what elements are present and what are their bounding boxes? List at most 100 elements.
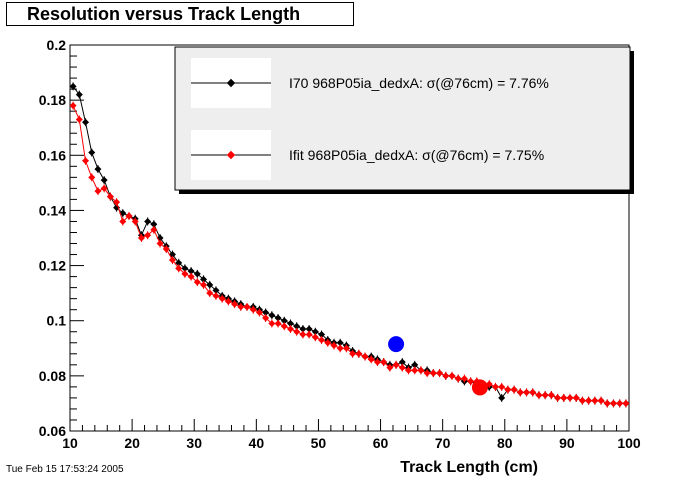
x-tick-label: 60 [373, 435, 389, 451]
data-point [535, 391, 543, 399]
data-point [224, 297, 232, 305]
timestamp: Tue Feb 15 17:53:24 2005 [6, 464, 124, 475]
data-point [125, 212, 133, 220]
data-point [454, 375, 462, 383]
data-point [398, 358, 406, 366]
data-point [460, 375, 468, 383]
x-tick-label: 90 [559, 435, 575, 451]
data-point [405, 366, 413, 374]
data-point [274, 319, 282, 327]
data-point [467, 377, 475, 385]
highlight-point [471, 379, 488, 396]
data-point [181, 270, 189, 278]
data-point [355, 350, 363, 358]
data-point [361, 353, 369, 361]
data-point [168, 256, 176, 264]
data-point [212, 292, 220, 300]
data-point [137, 234, 145, 242]
data-point [82, 118, 90, 126]
x-tick-label: 80 [497, 435, 513, 451]
y-tick-label: 0.14 [39, 202, 66, 218]
data-point [286, 325, 294, 333]
data-point [373, 358, 381, 366]
data-point [69, 82, 77, 90]
data-point [491, 383, 499, 391]
data-point [411, 361, 419, 369]
x-tick-label: 30 [186, 435, 202, 451]
data-point [162, 245, 170, 253]
data-point [622, 399, 630, 407]
data-point [88, 173, 96, 181]
data-point [88, 149, 96, 157]
y-tick-label: 0.2 [47, 37, 67, 53]
axes: 10 20 30 40 50 60 70 80 90 100 0.06 0.08 0.1 0.12 0.14… [39, 37, 641, 451]
data-point [349, 350, 357, 358]
legend: I70 968P05ia_dedxA: σ(@76cm) = 7.76% Ifi… [174, 46, 634, 194]
legend-marker-i70 [226, 78, 236, 88]
data-point [554, 394, 562, 402]
data-point [429, 369, 437, 377]
data-point [156, 240, 164, 248]
y-tick-label: 0.12 [39, 258, 66, 274]
data-point [274, 314, 282, 322]
y-tick-label: 0.18 [39, 92, 66, 108]
data-point [336, 344, 344, 352]
data-point [330, 342, 338, 350]
data-point [268, 311, 276, 319]
data-point [280, 322, 288, 330]
data-point [106, 193, 114, 201]
data-point [305, 331, 313, 338]
data-point [547, 391, 555, 399]
data-point [206, 281, 214, 289]
data-point [206, 289, 214, 297]
data-point [609, 399, 617, 407]
data-point [200, 281, 208, 289]
x-tick-label: 20 [124, 435, 140, 451]
data-point [94, 187, 102, 195]
data-point [498, 394, 506, 402]
data-point [436, 369, 444, 377]
data-point [231, 300, 239, 308]
highlight-point [388, 336, 405, 353]
data-point [119, 217, 127, 225]
data-point [342, 344, 350, 352]
data-point [75, 115, 83, 123]
data-point [237, 303, 245, 311]
y-tick-label: 0.08 [39, 368, 66, 384]
data-point [603, 399, 611, 407]
data-point [82, 157, 90, 165]
data-point [417, 366, 425, 374]
data-point [585, 397, 593, 405]
data-point [386, 364, 394, 372]
data-point [262, 308, 270, 316]
data-point [113, 204, 121, 212]
data-point [94, 165, 102, 173]
data-point [144, 217, 152, 225]
data-point [572, 394, 580, 402]
data-point [541, 391, 549, 399]
data-point [255, 308, 263, 316]
data-point [311, 328, 319, 336]
data-point [144, 231, 152, 239]
x-axis-title: Track Length (cm) [400, 459, 538, 476]
data-point [100, 184, 108, 192]
x-tick-label: 40 [249, 435, 265, 451]
data-point [181, 264, 189, 272]
data-point [299, 325, 307, 333]
data-point [131, 217, 139, 225]
data-point [150, 226, 158, 234]
data-point [113, 198, 121, 206]
data-point [311, 333, 319, 341]
data-point [411, 366, 419, 374]
data-point [262, 314, 270, 322]
data-point [286, 319, 294, 327]
data-point [193, 278, 201, 286]
data-point [243, 303, 251, 311]
data-point [200, 275, 208, 283]
data-point [510, 386, 518, 394]
data-point [336, 339, 344, 347]
data-point [175, 259, 183, 267]
data-points [69, 82, 630, 408]
data-point [324, 339, 332, 347]
data-point [591, 397, 599, 405]
